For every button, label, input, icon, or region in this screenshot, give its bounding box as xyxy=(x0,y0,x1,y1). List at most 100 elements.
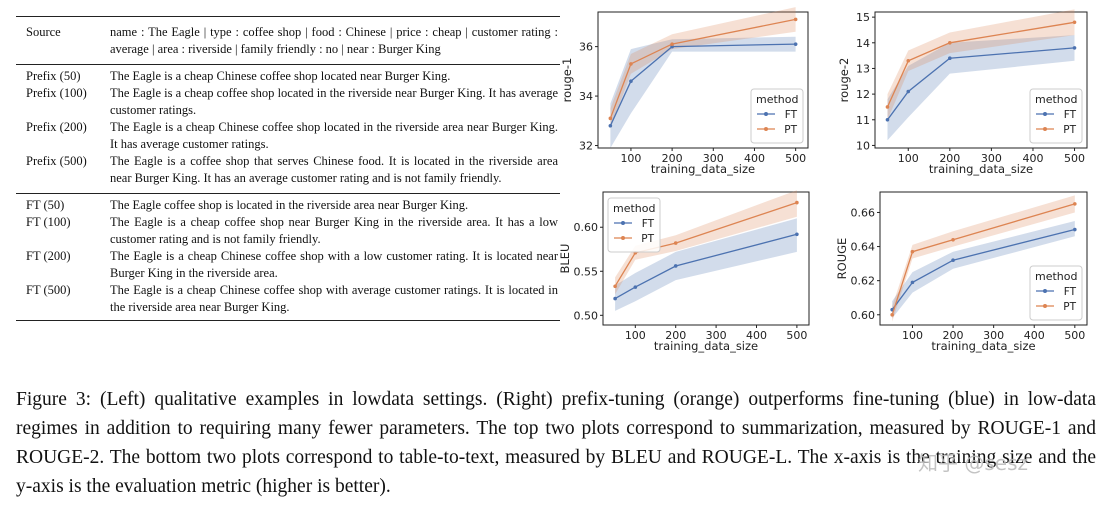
table-row: Prefix (100) The Eagle is a cheap coffee… xyxy=(16,85,560,119)
data-point-ft xyxy=(670,44,674,49)
x-axis-label: training_data_size xyxy=(651,162,755,176)
y-tick-label: 10 xyxy=(856,139,870,152)
y-axis-label: BLEU xyxy=(558,244,572,274)
data-point-ft xyxy=(1072,46,1077,50)
caption-label: Figure 3: xyxy=(16,389,92,410)
chart-BLEU: 100 200 300 400 500 0.50 0.55 0.60 training_data… xyxy=(558,190,810,353)
y-tick-label: 15 xyxy=(856,11,870,24)
y-tick-label: 13 xyxy=(856,62,870,75)
legend-title: method xyxy=(756,93,798,106)
data-point-pt xyxy=(629,62,633,66)
data-point-ft xyxy=(951,258,955,263)
legend-marker-ft xyxy=(1043,289,1047,293)
legend-entry-pt: PT xyxy=(641,233,654,245)
series-line-ft xyxy=(886,47,1075,121)
x-tick-label: 100 xyxy=(620,152,641,165)
row-text: The Eagle is a cheap Chinese coffee shop… xyxy=(110,69,451,83)
data-point-pt xyxy=(670,42,674,46)
confidence-band-ft xyxy=(615,218,797,311)
confidence-band-ft xyxy=(892,221,1075,319)
data-point-pt xyxy=(885,105,890,109)
y-tick-label: 14 xyxy=(856,37,870,50)
table-row: Prefix (500) The Eagle is a coffee shop … xyxy=(16,153,560,187)
legend-marker-pt xyxy=(1043,304,1047,308)
table-row: FT (100) The Eagle is a cheap coffee sho… xyxy=(16,214,560,248)
series-line-ft xyxy=(614,233,798,300)
source-row: Source name : The Eagle | type : coffee … xyxy=(16,21,560,64)
x-tick-label: 400 xyxy=(1022,152,1043,165)
y-axis-label: rouge-1 xyxy=(560,58,574,103)
data-point-ft xyxy=(613,296,617,301)
figure-caption: Figure 3: (Left) qualitative examples in… xyxy=(16,385,1096,501)
legend-entry-pt: PT xyxy=(784,124,797,136)
row-label: Prefix (100) xyxy=(26,86,87,100)
y-tick-label: 0.55 xyxy=(574,265,599,278)
data-point-ft xyxy=(948,56,952,60)
y-tick-label: 0.64 xyxy=(851,241,876,254)
row-label: Prefix (50) xyxy=(26,69,81,83)
series-line-ft xyxy=(891,228,1075,311)
data-point-ft xyxy=(885,117,890,122)
charts-panel: 100 200 300 400 500 32 34 36 training_data_size r… xyxy=(558,7,1088,353)
legend: method FT PT xyxy=(1029,88,1083,144)
legend-entry-ft: FT xyxy=(785,109,798,121)
y-tick-label: 0.66 xyxy=(851,206,876,219)
row-text: The Eagle is a cheap Chinese coffee shop… xyxy=(110,283,558,314)
chart-rouge-2: 100 200 300 400 500 10 11 12 13 14 15 training_data… xyxy=(837,9,1088,176)
data-point-ft xyxy=(795,232,799,237)
row-text: The Eagle is a cheap Chinese coffee shop… xyxy=(110,120,558,151)
legend-marker-ft xyxy=(1043,112,1047,116)
confidence-band-pt xyxy=(892,195,1075,322)
series-line-pt xyxy=(886,21,1075,108)
table-row: Prefix (50) The Eagle is a cheap Chinese… xyxy=(16,68,560,85)
data-point-ft xyxy=(673,264,678,268)
data-point-pt xyxy=(910,249,915,254)
x-tick-label: 200 xyxy=(939,152,960,165)
legend-marker-pt xyxy=(764,127,768,131)
data-point-pt xyxy=(608,116,613,121)
legend-title: method xyxy=(1035,93,1077,106)
x-tick-label: 400 xyxy=(1024,329,1045,342)
data-point-pt xyxy=(793,17,798,22)
confidence-band-pt xyxy=(615,190,797,295)
legend: method FT PT xyxy=(607,197,661,253)
caption-text: (Left) qualitative examples in lowdata s… xyxy=(16,389,1096,497)
legend-marker-pt xyxy=(621,236,625,240)
x-tick-label: 300 xyxy=(703,152,724,165)
y-tick-label: 32 xyxy=(579,140,593,153)
x-tick-label: 500 xyxy=(785,152,806,165)
row-label: FT (500) xyxy=(26,283,71,297)
table-top-rule xyxy=(16,16,560,17)
data-point-pt xyxy=(1073,202,1077,206)
source-text: name : The Eagle | type : coffee shop | … xyxy=(110,25,558,56)
y-axis-label: ROUGE xyxy=(835,238,849,280)
row-label: FT (50) xyxy=(26,198,65,212)
qualitative-examples-table: Source name : The Eagle | type : coffee … xyxy=(16,16,560,321)
x-axis-label: training_data_size xyxy=(929,162,1033,176)
y-tick-label: 34 xyxy=(579,90,593,103)
legend-entry-pt: PT xyxy=(1063,124,1076,136)
table-bottom-rule xyxy=(16,320,560,321)
prefix-rows: Prefix (50) The Eagle is a cheap Chinese… xyxy=(16,65,560,193)
y-tick-label: 0.60 xyxy=(574,221,599,234)
data-point-pt xyxy=(1072,20,1077,25)
legend: method FT PT xyxy=(750,88,804,144)
row-label: FT (100) xyxy=(26,215,71,229)
table-row: FT (200) The Eagle is a cheap Chinese co… xyxy=(16,248,560,282)
row-text: The Eagle coffee shop is located in the … xyxy=(110,198,469,212)
data-point-pt xyxy=(673,241,678,245)
x-tick-label: 300 xyxy=(706,329,727,342)
y-tick-label: 0.62 xyxy=(851,275,876,288)
source-label: Source xyxy=(26,25,61,39)
table-rule-1 xyxy=(16,64,560,65)
x-tick-label: 200 xyxy=(662,152,683,165)
legend-title: method xyxy=(1035,270,1077,283)
x-tick-label: 400 xyxy=(744,152,765,165)
data-point-pt xyxy=(906,58,911,63)
legend-marker-ft xyxy=(764,112,768,116)
table-rule-2 xyxy=(16,193,560,194)
confidence-band-pt xyxy=(610,7,796,129)
ft-rows: FT (50) The Eagle coffee shop is located… xyxy=(16,194,560,320)
x-tick-label: 100 xyxy=(898,152,919,165)
confidence-band-ft xyxy=(610,36,796,149)
